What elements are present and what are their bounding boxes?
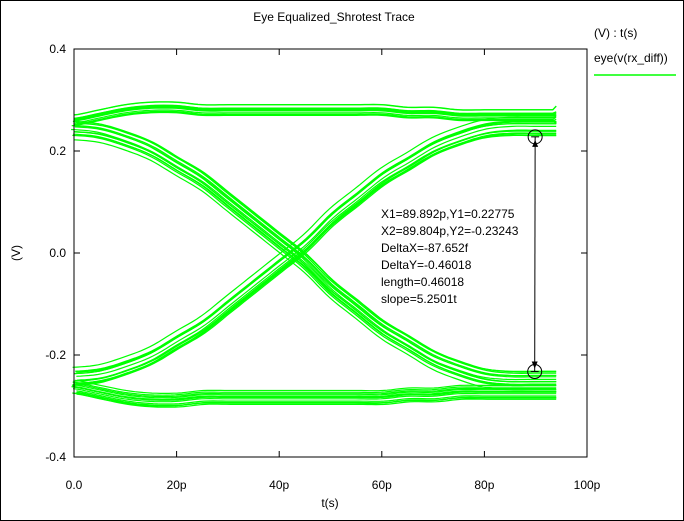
- cursor-readout-line: length=0.46018: [381, 275, 464, 289]
- eye-trace: [75, 132, 557, 384]
- eye-trace: [76, 121, 557, 373]
- eye-trace: [72, 381, 557, 396]
- eye-trace: [73, 131, 557, 383]
- y-tick-label: 0.4: [49, 42, 66, 56]
- eye-trace: [74, 379, 557, 394]
- eye-trace: [73, 122, 557, 375]
- y-tick-label: -0.2: [45, 348, 66, 362]
- eye-trace: [76, 125, 557, 377]
- eye-trace: [76, 131, 557, 383]
- cursor-readout-line: DeltaY=-0.46018: [381, 258, 472, 272]
- measurement-cursor[interactable]: [527, 129, 543, 380]
- y-axis: -0.4 -0.2 0.0 0.2 0.4: [45, 42, 587, 464]
- eye-trace: [73, 388, 557, 403]
- y-tick-label: 0.2: [49, 144, 66, 158]
- cursor-readout-line: slope=5.2501t: [381, 292, 457, 306]
- legend-entry-label[interactable]: eye(v(rx_diff)): [594, 51, 668, 65]
- eye-trace: [72, 384, 557, 399]
- eye-trace: [73, 123, 557, 375]
- x-tick-label: 0.0: [66, 478, 83, 492]
- eye-trace: [76, 133, 557, 385]
- eye-trace: [73, 107, 557, 122]
- x-axis: 0.0 20p 40p 60p 80p 100p: [66, 49, 601, 492]
- eye-trace: [72, 392, 557, 407]
- x-tick-label: 80p: [474, 478, 494, 492]
- legend-header: (V) : t(s): [594, 26, 637, 40]
- y-tick-label: -0.4: [45, 450, 66, 464]
- eye-trace: [76, 129, 557, 381]
- eye-trace: [73, 109, 557, 124]
- y-tick-label: 0.0: [49, 246, 66, 260]
- eye-trace: [73, 101, 557, 116]
- eye-trace: [72, 116, 557, 368]
- eye-trace: [72, 120, 557, 372]
- eye-trace: [74, 125, 557, 377]
- eye-trace: [71, 128, 557, 381]
- eye-trace: [73, 104, 557, 119]
- eye-trace: [72, 134, 557, 387]
- eye-trace: [73, 139, 557, 391]
- cursor-readout-line: X1=89.892p,Y1=0.22775: [381, 207, 515, 221]
- eye-trace: [73, 130, 557, 382]
- x-tick-label: 20p: [167, 478, 187, 492]
- eye-trace: [76, 393, 557, 408]
- cursor-readout: X1=89.892p,Y1=0.22775 X2=89.804p,Y2=-0.23…: [381, 207, 519, 306]
- eye-trace: [73, 134, 557, 387]
- cursor-arrow-down: [531, 361, 538, 369]
- x-axis-label: t(s): [321, 496, 338, 510]
- chart-title: Eye Equalized_Shrotest Trace: [253, 10, 415, 24]
- eye-trace: [73, 382, 557, 398]
- eye-trace: [73, 131, 557, 383]
- cursor-arrow-up: [532, 139, 539, 147]
- eye-trace: [71, 134, 557, 386]
- eye-trace: [73, 106, 557, 121]
- cursor-readout-line: X2=89.804p,Y2=-0.23243: [381, 224, 519, 238]
- x-tick-label: 60p: [372, 478, 392, 492]
- eye-trace: [74, 126, 557, 378]
- eye-trace: [73, 110, 557, 125]
- eye-trace: [71, 125, 557, 377]
- eye-trace: [73, 133, 557, 385]
- eye-trace: [76, 390, 557, 405]
- eye-trace: [76, 122, 557, 375]
- eye-traces: [71, 101, 557, 408]
- eye-trace: [76, 121, 557, 373]
- cursor-readout-line: DeltaX=-87.652f: [381, 241, 469, 255]
- x-tick-label: 100p: [574, 478, 601, 492]
- eye-trace: [75, 120, 557, 372]
- x-tick-label: 40p: [269, 478, 289, 492]
- eye-trace: [75, 130, 557, 382]
- eye-trace: [73, 106, 557, 121]
- y-axis-label: (V): [9, 245, 23, 261]
- eye-trace: [71, 386, 557, 401]
